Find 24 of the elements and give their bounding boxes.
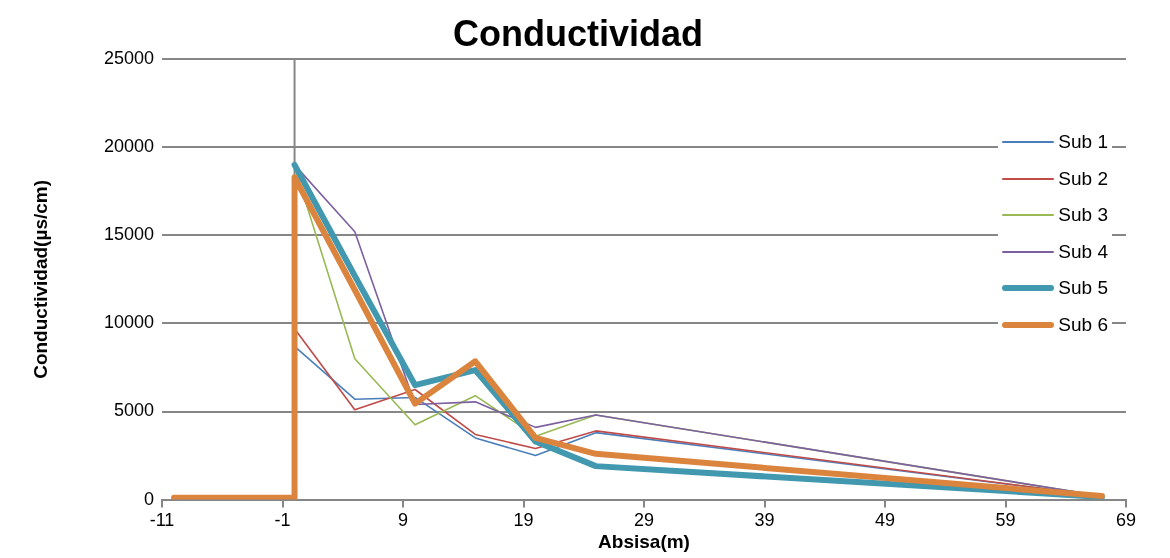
- y-tick-label: 5000: [113, 400, 154, 421]
- legend-label: Sub 1: [1058, 131, 1108, 154]
- y-tick-label: 15000: [103, 224, 154, 245]
- y-tick-label: 10000: [103, 312, 154, 333]
- y-axis-title: Conductividad(µs/cm): [29, 179, 51, 379]
- legend-label: Sub 2: [1058, 167, 1108, 190]
- x-tick-label: 59: [995, 510, 1016, 531]
- x-tick-label: 9: [397, 510, 409, 531]
- y-tick-label: 0: [143, 488, 154, 509]
- x-tick-label: -11: [149, 510, 175, 531]
- x-tick-label: 69: [1115, 510, 1137, 531]
- chart-title: Conductividad: [453, 12, 703, 54]
- x-tick-label: -1: [274, 510, 291, 531]
- y-tick-label: 20000: [103, 136, 154, 157]
- x-tick-label: 39: [754, 510, 775, 531]
- x-axis-title: Absisa(m): [598, 530, 690, 552]
- x-tick-label: 29: [633, 510, 655, 531]
- legend-label: Sub 5: [1058, 277, 1108, 300]
- legend-label: Sub 4: [1058, 240, 1108, 263]
- legend-label: Sub 6: [1058, 313, 1108, 336]
- legend-label: Sub 3: [1058, 204, 1108, 227]
- x-tick-label: 49: [874, 510, 896, 531]
- x-tick-label: 19: [513, 510, 534, 531]
- y-tick-label: 25000: [103, 48, 154, 69]
